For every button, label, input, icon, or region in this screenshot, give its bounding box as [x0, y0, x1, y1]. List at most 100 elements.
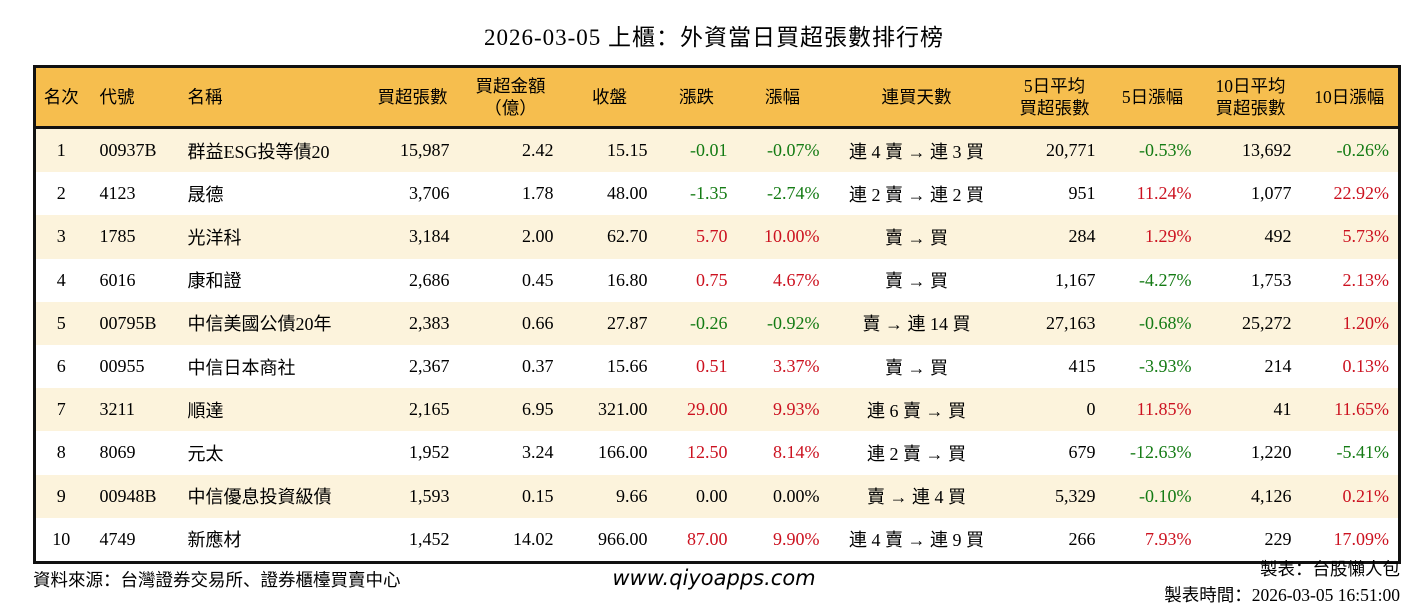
change-pct-cell: 9.93%	[736, 388, 829, 432]
pct10-cell: 11.65%	[1300, 388, 1400, 432]
change-pct-cell: 4.67%	[736, 258, 829, 302]
pct10-cell: 22.92%	[1300, 172, 1400, 216]
change-pct-cell: 3.37%	[736, 344, 829, 389]
buy-streak-cell: 賣 → 連 14 買	[828, 301, 1005, 345]
buy-streak-cell: 賣 → 連 4 買	[828, 474, 1005, 518]
name-cell: 順達	[174, 388, 367, 432]
avg5-net-buy-cell: 27,163	[1004, 301, 1105, 345]
code-cell: 6016	[86, 258, 175, 302]
column-header-net-buy: 買超張數	[366, 66, 459, 129]
change-pct-cell: -0.92%	[736, 301, 829, 345]
close-cell: 62.70	[562, 215, 657, 259]
rank-cell: 7	[34, 388, 87, 432]
change-cell: -1.35	[656, 172, 737, 216]
column-header-amount: 買超金額 （億）	[458, 66, 563, 129]
pct10-cell: 1.20%	[1300, 301, 1400, 345]
code-cell: 1785	[86, 215, 175, 259]
table-row: 8 8069 元太 1,952 3.24 166.00 12.50 8.14% 連 2 賣 → …	[34, 431, 1400, 475]
name-cell: 晟德	[174, 172, 367, 216]
name-cell: 新應材	[174, 517, 367, 563]
amount-cell: 2.00	[458, 215, 563, 259]
amount-cell: 0.66	[458, 301, 563, 345]
table-row: 5 00795B 中信美國公債20年 2,383 0.66 27.87 -0.26 -0.92…	[34, 301, 1400, 345]
buy-streak-cell: 連 2 賣 → 連 2 買	[828, 172, 1005, 216]
pct10-cell: 0.21%	[1300, 474, 1400, 518]
code-cell: 00795B	[86, 301, 175, 345]
avg10-net-buy-cell: 1,753	[1200, 258, 1301, 302]
column-header-close: 收盤	[562, 66, 657, 129]
rank-cell: 6	[34, 344, 87, 389]
avg10-net-buy-cell: 492	[1200, 215, 1301, 259]
column-header-pct5: 5日漲幅	[1104, 66, 1201, 129]
amount-cell: 6.95	[458, 388, 563, 432]
close-cell: 9.66	[562, 474, 657, 518]
buy-streak-cell: 賣 → 買	[828, 258, 1005, 302]
footer-author: 製表：台股懶人包	[1260, 559, 1400, 579]
avg10-net-buy-cell: 41	[1200, 388, 1301, 432]
amount-cell: 2.42	[458, 127, 563, 173]
buy-streak-cell: 連 2 賣 → 買	[828, 431, 1005, 475]
net-buy-cell: 2,686	[366, 258, 459, 302]
pct10-cell: -0.26%	[1300, 127, 1400, 173]
change-pct-cell: -0.07%	[736, 127, 829, 173]
footer-data-source: 資料來源：台灣證券交易所、證券櫃檯買賣中心	[33, 570, 401, 590]
column-header-code: 代號	[86, 66, 175, 129]
buy-streak-cell: 連 6 賣 → 買	[828, 388, 1005, 432]
close-cell: 15.66	[562, 344, 657, 389]
code-cell: 4749	[86, 517, 175, 563]
amount-cell: 0.37	[458, 344, 563, 389]
change-cell: 29.00	[656, 388, 737, 432]
table-row: 7 3211 順達 2,165 6.95 321.00 29.00 9.93% 連 6 賣 → …	[34, 388, 1400, 432]
avg10-net-buy-cell: 214	[1200, 344, 1301, 389]
column-header-avg5-net-buy: 5日平均 買超張數	[1004, 66, 1105, 129]
net-buy-cell: 1,452	[366, 517, 459, 563]
page-title: 2026-03-05 上櫃：外資當日買超張數排行榜	[483, 25, 945, 50]
net-buy-cell: 2,165	[366, 388, 459, 432]
pct5-cell: -3.93%	[1104, 344, 1201, 389]
avg5-net-buy-cell: 0	[1004, 388, 1105, 432]
table-row: 10 4749 新應材 1,452 14.02 966.00 87.00 9.90% 連 4 賣…	[34, 517, 1400, 563]
rank-cell: 8	[34, 431, 87, 475]
footer-timestamp: 製表時間：2026-03-05 16:51:00	[1164, 585, 1400, 605]
net-buy-cell: 3,184	[366, 215, 459, 259]
column-header-avg10-net-buy: 10日平均 買超張數	[1200, 66, 1301, 129]
net-buy-cell: 15,987	[366, 127, 459, 173]
avg5-net-buy-cell: 679	[1004, 431, 1105, 475]
change-cell: -0.26	[656, 301, 737, 345]
avg10-net-buy-cell: 25,272	[1200, 301, 1301, 345]
change-cell: 5.70	[656, 215, 737, 259]
avg5-net-buy-cell: 284	[1004, 215, 1105, 259]
table-header-row: 名次 代號 名稱 買超張數 買超金額 （億） 收盤 漲跌 漲幅 連買天數 5日平均 買超張數 5日漲…	[34, 66, 1400, 129]
footer-website: www.qiyoapps.com	[612, 566, 816, 590]
avg10-net-buy-cell: 4,126	[1200, 474, 1301, 518]
rank-cell: 5	[34, 301, 87, 345]
column-header-change-pct: 漲幅	[736, 66, 829, 129]
code-cell: 8069	[86, 431, 175, 475]
avg5-net-buy-cell: 1,167	[1004, 258, 1105, 302]
rank-cell: 2	[34, 172, 87, 216]
name-cell: 中信美國公債20年	[174, 301, 367, 345]
column-header-rank: 名次	[34, 66, 87, 129]
change-pct-cell: -2.74%	[736, 172, 829, 216]
close-cell: 15.15	[562, 127, 657, 173]
table-row: 2 4123 晟德 3,706 1.78 48.00 -1.35 -2.74% 連 2 賣 → …	[34, 172, 1400, 216]
avg5-net-buy-cell: 415	[1004, 344, 1105, 389]
table-row: 1 00937B 群益ESG投等債20 15,987 2.42 15.15 -0.01 -0.…	[34, 127, 1400, 173]
close-cell: 16.80	[562, 258, 657, 302]
buy-streak-cell: 賣 → 買	[828, 215, 1005, 259]
change-cell: 0.51	[656, 344, 737, 389]
buy-streak-cell: 賣 → 買	[828, 344, 1005, 389]
change-pct-cell: 8.14%	[736, 431, 829, 475]
pct5-cell: -12.63%	[1104, 431, 1201, 475]
table-row: 3 1785 光洋科 3,184 2.00 62.70 5.70 10.00% 賣 → 買 284…	[34, 215, 1400, 259]
code-cell: 4123	[86, 172, 175, 216]
pct10-cell: 2.13%	[1300, 258, 1400, 302]
pct5-cell: -4.27%	[1104, 258, 1201, 302]
column-header-buy-streak: 連買天數	[828, 66, 1005, 129]
footer-credits: 製表：台股懶人包 製表時間：2026-03-05 16:51:00	[1164, 556, 1400, 608]
table-row: 9 00948B 中信優息投資級債 1,593 0.15 9.66 0.00 0.00% 賣 →…	[34, 474, 1400, 518]
change-cell: 0.75	[656, 258, 737, 302]
name-cell: 康和證	[174, 258, 367, 302]
rank-cell: 4	[34, 258, 87, 302]
net-buy-cell: 2,383	[366, 301, 459, 345]
